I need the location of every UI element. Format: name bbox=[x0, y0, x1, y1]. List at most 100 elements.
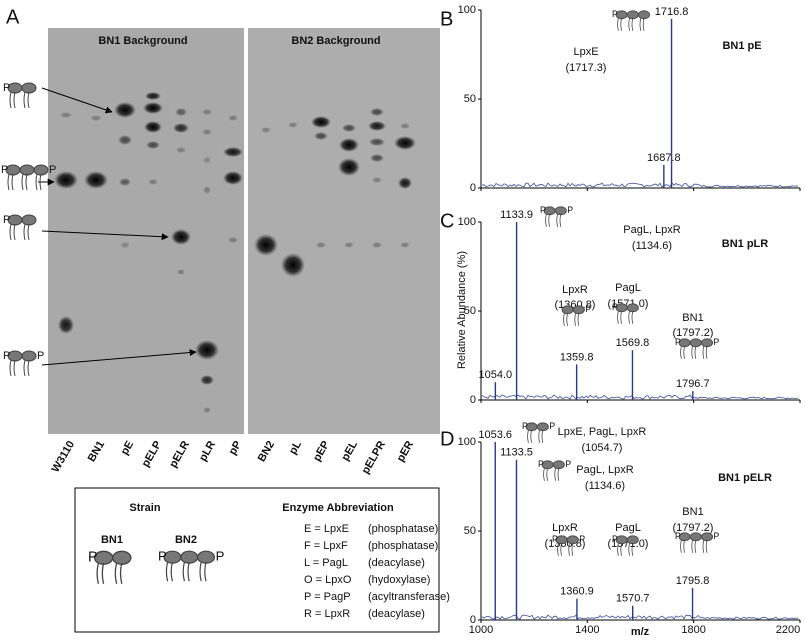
enzyme-role: (phosphatase) bbox=[368, 523, 438, 535]
y-tick-label: 100 bbox=[458, 436, 476, 448]
enzyme-code: R = LpxR bbox=[304, 608, 350, 620]
peak-label: 1133.5 bbox=[500, 447, 533, 459]
arrow bbox=[41, 230, 169, 241]
enzyme-code: L = PagL bbox=[304, 557, 348, 569]
annotation: BN1 bbox=[682, 312, 703, 324]
y-tick-label: 0 bbox=[470, 614, 476, 626]
acyl-chain bbox=[23, 223, 26, 241]
tlc-spot bbox=[84, 171, 108, 189]
acyl-chain bbox=[96, 562, 100, 584]
acyl-chain bbox=[35, 173, 38, 191]
sugar bbox=[536, 422, 549, 432]
tlc-spot bbox=[314, 132, 328, 140]
acyl-chain bbox=[204, 561, 207, 582]
lane-label: BN1 bbox=[86, 439, 107, 464]
acyl-chain bbox=[13, 223, 16, 241]
spectrum-title: BN1 pLR bbox=[722, 238, 769, 250]
tlc-spot bbox=[114, 102, 136, 118]
x-axis-label: m/z bbox=[631, 626, 650, 638]
tlc-spot bbox=[60, 112, 72, 118]
acyl-chain bbox=[617, 542, 619, 556]
sugar bbox=[552, 460, 565, 470]
peak-label: 1360.9 bbox=[560, 586, 594, 598]
tlc-spot bbox=[171, 229, 191, 245]
acyl-chain bbox=[546, 467, 548, 481]
strain-name: BN1 bbox=[101, 534, 123, 546]
tlc-spot bbox=[316, 242, 326, 248]
tlc-spot bbox=[90, 115, 102, 121]
baseline-noise bbox=[481, 182, 799, 188]
lane-label: BN2 bbox=[256, 439, 277, 464]
tlc-spot bbox=[281, 253, 305, 277]
acyl-chain bbox=[9, 359, 12, 377]
phosphate: P bbox=[49, 164, 56, 176]
spectrum-title: BN1 pE bbox=[722, 40, 761, 52]
acyl-chain bbox=[680, 345, 682, 359]
acyl-chain bbox=[114, 562, 118, 584]
acyl-chain bbox=[170, 561, 173, 582]
phosphate: P bbox=[88, 550, 98, 566]
tlc-spot bbox=[372, 177, 382, 183]
acyl-chain bbox=[560, 542, 562, 556]
acyl-chain bbox=[119, 562, 123, 584]
enzyme-role: (phosphatase) bbox=[368, 540, 438, 552]
phosphate: P bbox=[1, 164, 8, 176]
phosphate: P bbox=[713, 337, 719, 347]
y-tick-label: 50 bbox=[464, 305, 476, 317]
tlc-spot bbox=[145, 92, 161, 100]
acyl-chain bbox=[101, 562, 105, 584]
tlc-spot bbox=[195, 340, 219, 360]
lane-label: pELR bbox=[167, 439, 192, 470]
annotation: PagL, LpxR bbox=[623, 224, 681, 236]
tlc-spot bbox=[400, 242, 410, 248]
tlc-spot bbox=[203, 186, 211, 194]
phosphate: P bbox=[675, 337, 681, 347]
acyl-chain bbox=[691, 539, 693, 553]
y-axis-label: Relative Abundance (%) bbox=[456, 251, 468, 369]
lane-label: pEL bbox=[339, 439, 360, 463]
y-tick-label: 50 bbox=[464, 525, 476, 537]
acyl-chain bbox=[639, 17, 642, 31]
tlc-spot bbox=[143, 102, 163, 114]
tlc-spot bbox=[118, 135, 132, 145]
sugar bbox=[572, 305, 585, 315]
lipid-icon: P bbox=[561, 304, 591, 326]
acyl-chain bbox=[27, 91, 30, 109]
sugar bbox=[21, 350, 37, 362]
acyl-chain bbox=[548, 213, 550, 227]
lane-label: pE bbox=[119, 439, 136, 457]
phosphate: P bbox=[549, 421, 555, 431]
panel-label: C bbox=[440, 210, 454, 232]
acyl-chain bbox=[23, 91, 26, 109]
acyl-chain bbox=[702, 345, 705, 359]
phosphate: P bbox=[612, 534, 618, 544]
acyl-chain bbox=[694, 539, 697, 553]
acyl-chain bbox=[642, 17, 645, 31]
tlc-spot bbox=[370, 154, 384, 162]
acyl-chain bbox=[530, 429, 532, 443]
enzyme-code: E = LpxE bbox=[304, 523, 349, 535]
annotation: BN1 bbox=[682, 506, 703, 518]
tlc-spot bbox=[398, 177, 412, 189]
acyl-chain bbox=[23, 359, 26, 377]
lipid-icon: P bbox=[3, 82, 37, 109]
tlc-plate bbox=[48, 28, 244, 434]
arrow bbox=[41, 349, 197, 366]
enzyme-role: (deacylase) bbox=[368, 557, 425, 569]
tlc-spot bbox=[261, 127, 271, 133]
acyl-chain bbox=[543, 467, 545, 481]
arrow bbox=[41, 87, 113, 114]
acyl-chain bbox=[628, 310, 630, 324]
sugar bbox=[689, 532, 702, 542]
legend-title: Enzyme Abbreviation bbox=[282, 502, 394, 514]
tlc-spot bbox=[119, 178, 131, 186]
spectrum-title: BN1 pELR bbox=[718, 472, 772, 484]
acyl-chain bbox=[554, 467, 556, 481]
x-tick-label: 2200 bbox=[776, 624, 800, 636]
enzyme-code: O = LpxO bbox=[304, 574, 352, 586]
annotation: LpxE, PagL, LpxR bbox=[558, 426, 647, 438]
